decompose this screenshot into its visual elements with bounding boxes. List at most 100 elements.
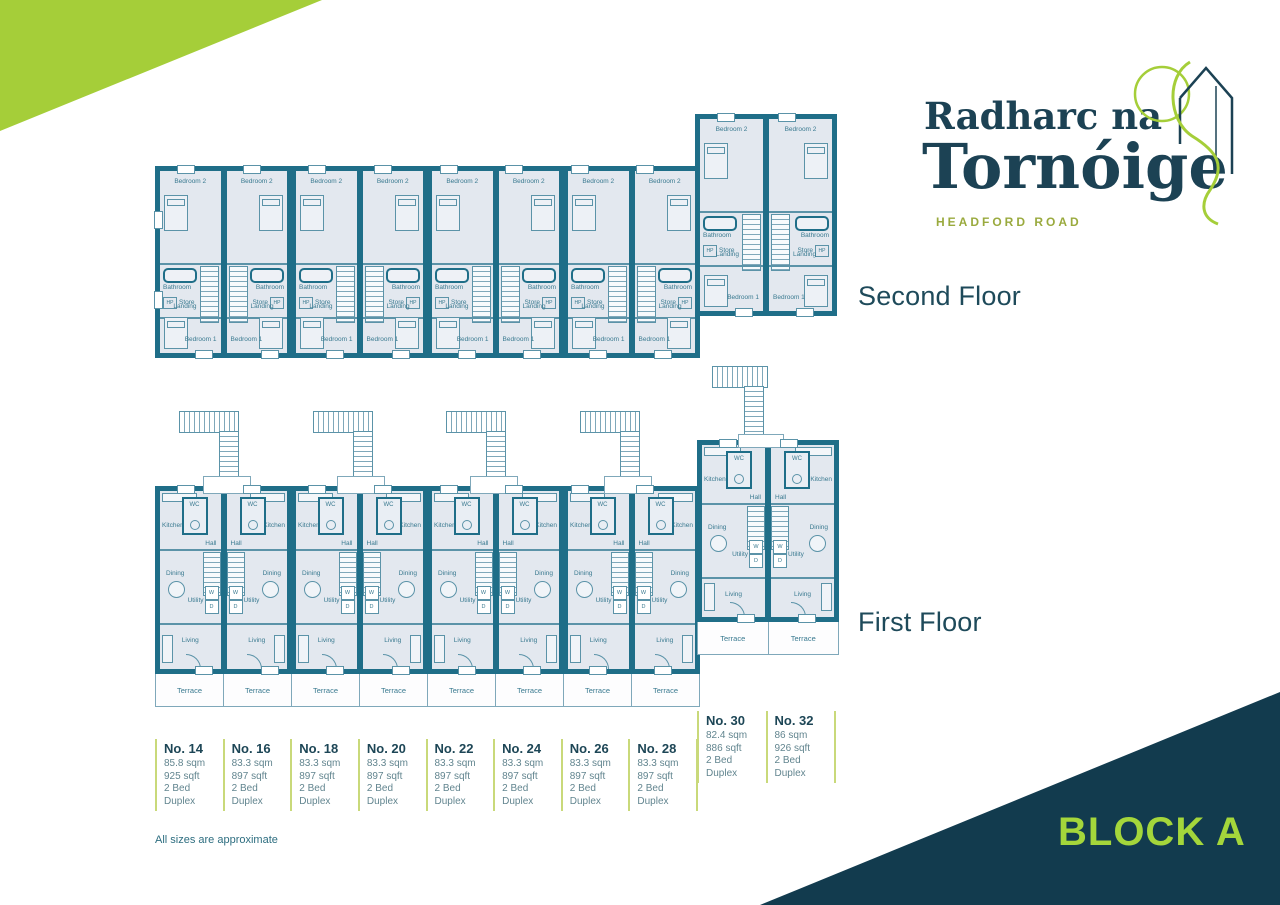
wc-room: WC xyxy=(239,497,266,535)
heat-pump-box: HP xyxy=(703,245,717,257)
room-label-utility: Utility xyxy=(323,597,340,604)
unit-type: 2 Bed Duplex xyxy=(231,783,263,807)
unit-plan-first-floor: Kitchen WC Hall Dining Utility W D Living xyxy=(220,491,287,669)
heat-pump-box: HP xyxy=(406,297,420,309)
sofa-icon xyxy=(821,583,832,611)
room-label-store: Store xyxy=(719,247,735,254)
unit-plan-first-floor: Kitchen WC Hall Dining Utility W D Living xyxy=(702,445,765,617)
unit-sqm: 85.8 sqm xyxy=(164,758,206,769)
window-icon xyxy=(242,165,261,174)
partition-wall xyxy=(160,623,221,625)
window-icon xyxy=(457,666,476,675)
unit-info-cell: No. 26 83.3 sqm 897 sqft 2 Bed Duplex xyxy=(560,739,629,811)
room-label-hall: Hall xyxy=(502,540,514,547)
partition-wall xyxy=(498,263,559,265)
unit-info-cell: No. 28 83.3 sqm 897 sqft 2 Bed Duplex xyxy=(628,739,698,811)
sofa-icon xyxy=(274,635,285,663)
unit-sqm: 83.3 sqm xyxy=(502,758,544,769)
bed-icon xyxy=(164,195,188,231)
partition-wall xyxy=(498,623,559,625)
unit-sqft: 925 sqft xyxy=(164,770,200,782)
room-label-store: Store xyxy=(524,299,540,306)
first-floor-plan-units-30-32: Kitchen WC Hall Dining Utility W D Living Kitche… xyxy=(697,439,839,623)
dryer-icon: D xyxy=(749,554,763,568)
window-icon xyxy=(439,485,458,494)
partition-wall xyxy=(568,317,629,319)
unit-type: 2 Bed Duplex xyxy=(164,783,196,807)
unit-sqm: 83.3 sqm xyxy=(434,758,476,769)
room-label-living: Living xyxy=(725,591,742,598)
sofa-icon xyxy=(162,635,173,663)
wc-room: WC xyxy=(726,451,752,489)
external-stair-run xyxy=(219,431,239,478)
unit-number: No. 18 xyxy=(299,741,339,756)
window-icon xyxy=(457,350,476,359)
window-icon xyxy=(505,485,524,494)
unit-plan-first-floor: Kitchen WC Hall Dining Utility W D Living xyxy=(160,491,221,669)
unit-sqm: 83.3 sqm xyxy=(637,758,679,769)
staircase-icon xyxy=(335,266,355,323)
unit-plan-first-floor: Kitchen WC Hall Dining Utility W D Living xyxy=(628,491,695,669)
partition-wall xyxy=(769,265,832,267)
unit-sqm: 83.3 sqm xyxy=(569,758,611,769)
unit-sqm: 83.3 sqm xyxy=(299,758,341,769)
room-label-store: Store xyxy=(388,299,404,306)
unit-sqft: 897 sqft xyxy=(569,770,606,782)
room-label-dining: Dining xyxy=(670,570,689,577)
washer-icon: W xyxy=(773,540,787,554)
room-label-landing: Landing xyxy=(173,303,197,310)
partition-wall xyxy=(160,317,221,319)
bed-icon xyxy=(164,317,188,349)
unit-plan-first-floor: Kitchen WC Hall Dining Utility W D Living xyxy=(356,491,423,669)
dryer-icon: D xyxy=(612,600,627,614)
room-label-living: Living xyxy=(453,637,471,644)
room-label-kitchen: Kitchen xyxy=(671,522,693,529)
partition-wall xyxy=(296,623,357,625)
heat-pump-box: HP xyxy=(270,297,284,309)
dining-table-icon xyxy=(576,581,593,598)
room-label-wc: WC xyxy=(519,502,530,508)
partition-wall xyxy=(362,317,423,319)
bed-icon xyxy=(300,195,324,231)
window-icon xyxy=(391,666,410,675)
room-label-hall: Hall xyxy=(775,494,787,501)
unit-type: 2 Bed Duplex xyxy=(637,783,669,807)
heat-pump-box: HP xyxy=(542,297,556,309)
window-icon xyxy=(391,350,410,359)
window-icon xyxy=(505,165,524,174)
room-label-wc: WC xyxy=(325,502,336,508)
unit-plan-first-floor: Kitchen WC Hall Dining Utility W D Living xyxy=(559,491,629,669)
wc-room: WC xyxy=(317,497,344,535)
partition-wall xyxy=(362,263,423,265)
room-label-kitchen: Kitchen xyxy=(570,522,592,529)
second-floor-plan-units-30-32: Bedroom 2 Bathroom HP Store Landing Bedroom 1… xyxy=(695,113,837,317)
window-icon xyxy=(798,614,816,623)
room-label-kitchen: Kitchen xyxy=(263,522,285,529)
room-label-kitchen: Kitchen xyxy=(704,476,726,483)
heat-pump-box: HP xyxy=(571,297,585,309)
partition-wall xyxy=(226,263,287,265)
unit-plan-first-floor: Kitchen WC Hall Dining Utility W D Living xyxy=(287,491,357,669)
room-label-hall: Hall xyxy=(638,540,650,547)
logo-title-line1: Radharc na xyxy=(924,94,1163,138)
unit-number: No. 26 xyxy=(569,741,609,756)
unit-plan-first-floor: Kitchen WC Hall Dining Utility W D Living xyxy=(492,491,559,669)
room-label-dining: Dining xyxy=(574,570,593,577)
room-label-bedroom1: Bedroom 1 xyxy=(592,335,625,343)
staircase-icon xyxy=(771,214,790,271)
room-label-bedroom2: Bedroom 2 xyxy=(446,178,479,185)
room-label-bedroom2: Bedroom 2 xyxy=(582,178,615,185)
room-label-landing: Landing xyxy=(309,303,333,310)
room-label-bedroom2: Bedroom 2 xyxy=(715,126,748,133)
unit-type: 2 Bed Duplex xyxy=(502,783,534,807)
window-icon xyxy=(523,350,542,359)
bathtub-icon xyxy=(522,268,556,283)
first-floor-label: First Floor xyxy=(858,607,982,637)
room-label-utility: Utility xyxy=(459,597,476,604)
room-label-utility: Utility xyxy=(595,597,612,604)
bed-icon xyxy=(300,317,324,349)
window-icon xyxy=(308,165,327,174)
unit-number: No. 30 xyxy=(706,713,746,728)
